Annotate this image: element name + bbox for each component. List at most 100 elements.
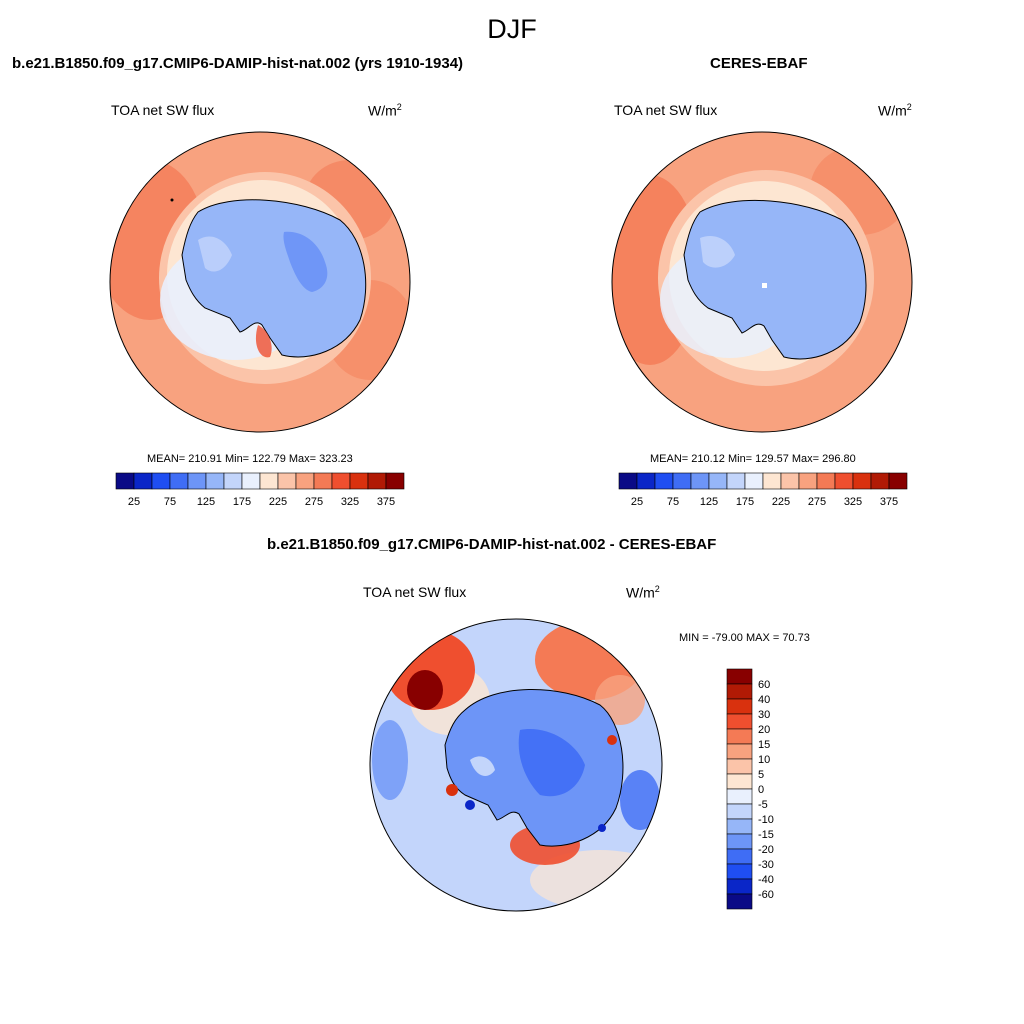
colorbar-swatch (726, 833, 753, 850)
colorbar-swatch (241, 472, 261, 490)
panel-obs-title: CERES-EBAF (710, 55, 808, 72)
colorbar-swatch (888, 472, 908, 490)
colorbar-swatch (870, 472, 890, 490)
colorbar-swatch (726, 773, 753, 790)
colorbar-swatch (780, 472, 800, 490)
panel-obs-variable: TOA net SW flux (614, 102, 718, 118)
colorbar-swatch (834, 472, 854, 490)
panel-diff-variable: TOA net SW flux (363, 584, 467, 600)
colorbar-swatch (726, 818, 753, 835)
colorbar-swatch (259, 472, 279, 490)
colorbar-swatch (726, 698, 753, 715)
colorbar-swatch (762, 472, 782, 490)
colorbar-tick-label: 5 (758, 769, 764, 781)
panel-diff-title: b.e21.B1850.f09_g17.CMIP6-DAMIP-hist-nat… (267, 536, 717, 553)
map-obs (612, 132, 912, 432)
colorbar-tick-label: 75 (667, 496, 679, 508)
panel-diff-units: W/m2 (626, 584, 660, 601)
colorbar-tick-label: 325 (341, 496, 359, 508)
colorbar-swatch (654, 472, 674, 490)
panel-model-variable: TOA net SW flux (111, 102, 215, 118)
colorbar-tick-label: -5 (758, 799, 768, 811)
colorbar-tick-label: 10 (758, 754, 770, 766)
colorbar-swatch (708, 472, 728, 490)
colorbar-tick-label: 75 (164, 496, 176, 508)
colorbar-swatch (726, 728, 753, 745)
colorbar-swatch (277, 472, 297, 490)
colorbar-swatch (726, 758, 753, 775)
panel-diff-stats: MIN = -79.00 MAX = 70.73 (679, 632, 810, 644)
panel-model-title: b.e21.B1850.f09_g17.CMIP6-DAMIP-hist-nat… (12, 55, 464, 72)
colorbar-tick-label: 125 (700, 496, 718, 508)
colorbar-swatch (115, 472, 135, 490)
colorbar-swatch (169, 472, 189, 490)
colorbar-swatch (852, 472, 872, 490)
colorbar-tick-label: 275 (305, 496, 323, 508)
colorbar-swatch (726, 472, 746, 490)
colorbar-swatch (726, 803, 753, 820)
colorbar-swatch (133, 472, 153, 490)
figure-title: DJF (487, 14, 537, 44)
panel-model-units: W/m2 (368, 102, 402, 119)
colorbar-swatch (726, 683, 753, 700)
colorbar-swatch (726, 863, 753, 880)
colorbar-diff: 60 40 30 20 15 10 5 0 -5 -10 -15 -20 -30 -40 -60 (726, 668, 774, 910)
antarctica-outline-model (181, 199, 367, 358)
colorbar-tick-label: 30 (758, 709, 770, 721)
colorbar-swatch (744, 472, 764, 490)
colorbar-swatch (367, 472, 387, 490)
colorbar-tick-label: 275 (808, 496, 826, 508)
colorbar-tick-label: 0 (758, 784, 764, 796)
colorbar-tick-label: 40 (758, 694, 770, 706)
colorbar-tick-label: 25 (128, 496, 140, 508)
colorbar-swatch (726, 878, 753, 895)
colorbar-tick-label: -30 (758, 859, 774, 871)
colorbar-tick-label: 375 (880, 496, 898, 508)
colorbar-tick-label: -10 (758, 814, 774, 826)
colorbar-tick-label: 225 (269, 496, 287, 508)
colorbar-swatch (618, 472, 638, 490)
colorbar-swatch (726, 848, 753, 865)
colorbar-tick-label: 375 (377, 496, 395, 508)
colorbar-swatch (672, 472, 692, 490)
colorbar-swatch (816, 472, 836, 490)
colorbar-swatch (295, 472, 315, 490)
panel-model-stats: MEAN= 210.91 Min= 122.79 Max= 323.23 (147, 453, 353, 465)
colorbar-swatch (349, 472, 369, 490)
colorbar-swatch (726, 668, 753, 685)
colorbar-swatch (726, 713, 753, 730)
colorbar-tick-label: 125 (197, 496, 215, 508)
colorbar-tick-label: 225 (772, 496, 790, 508)
colorbar-tick-label: 60 (758, 679, 770, 691)
colorbar-tick-label: 20 (758, 724, 770, 736)
map-diff (370, 619, 662, 911)
colorbar-tick-label: 15 (758, 739, 770, 751)
colorbar-swatch (331, 472, 351, 490)
colorbar-model: 25 75 125 175 225 275 325 375 (115, 472, 405, 508)
colorbar-tick-label: 325 (844, 496, 862, 508)
colorbar-tick-label: -15 (758, 829, 774, 841)
colorbar-swatch (798, 472, 818, 490)
colorbar-tick-label: -60 (758, 889, 774, 901)
colorbar-tick-label: 175 (233, 496, 251, 508)
colorbar-swatch (726, 788, 753, 805)
panel-obs-stats: MEAN= 210.12 Min= 129.57 Max= 296.80 (650, 453, 856, 465)
colorbar-swatch (223, 472, 243, 490)
colorbar-tick-label: -40 (758, 874, 774, 886)
colorbar-tick-label: 25 (631, 496, 643, 508)
antarctica-outline-obs (683, 199, 867, 360)
colorbar-tick-label: -20 (758, 844, 774, 856)
colorbar-obs: 25 75 125 175 225 275 325 375 (618, 472, 908, 508)
colorbar-swatch (151, 472, 171, 490)
colorbar-swatch (726, 743, 753, 760)
panel-obs-units: W/m2 (878, 102, 912, 119)
colorbar-tick-label: 175 (736, 496, 754, 508)
colorbar-swatch (385, 472, 405, 490)
colorbar-swatch (636, 472, 656, 490)
colorbar-swatch (313, 472, 333, 490)
colorbar-swatch (726, 893, 753, 910)
colorbar-swatch (187, 472, 207, 490)
colorbar-swatch (205, 472, 225, 490)
colorbar-swatch (690, 472, 710, 490)
